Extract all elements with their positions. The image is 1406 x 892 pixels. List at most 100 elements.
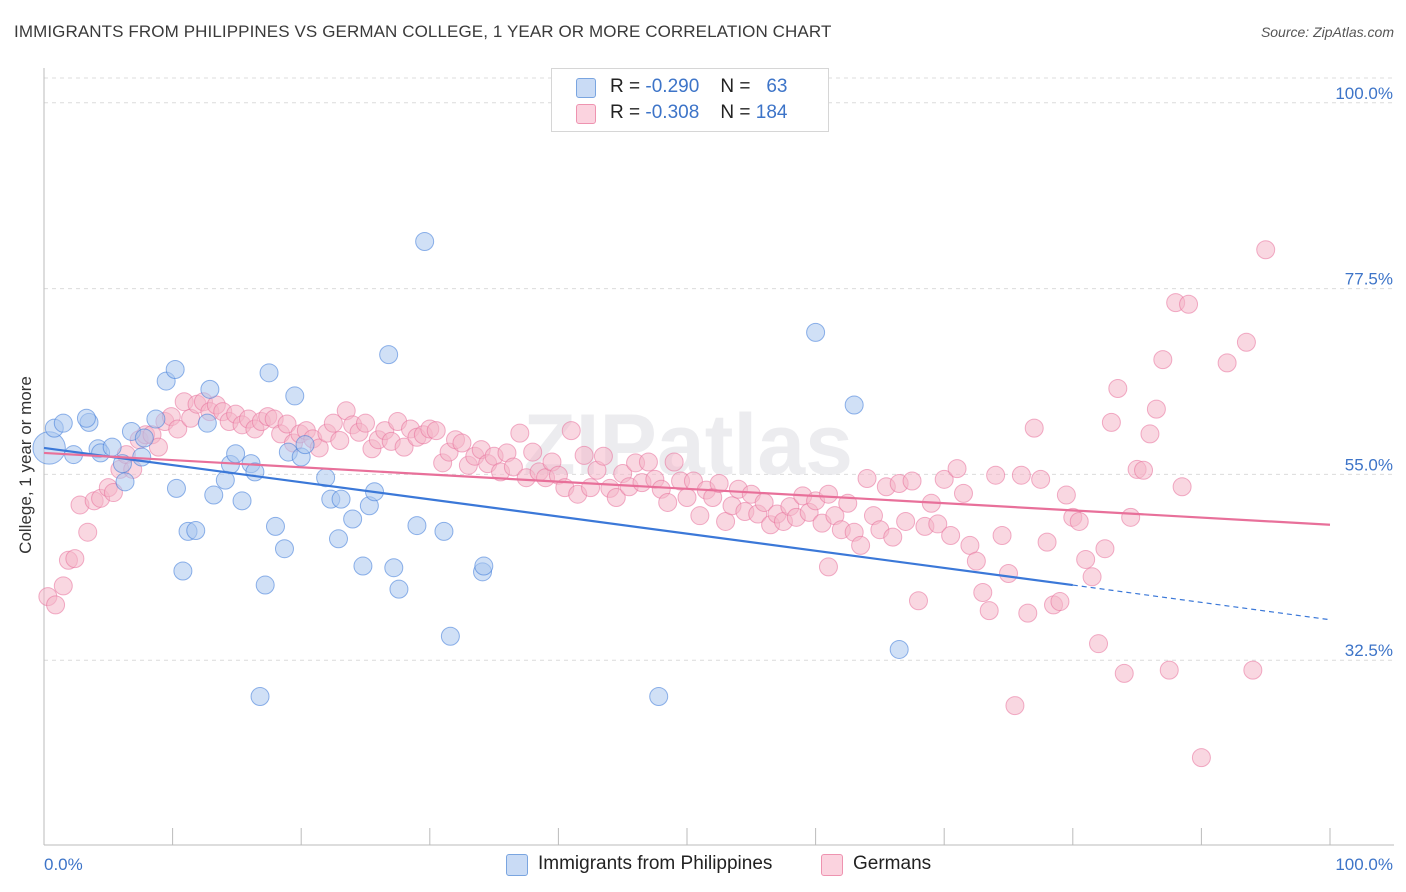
philippines-point-21: [197, 413, 217, 433]
philippines-point-2: [53, 413, 73, 433]
legend-r-label: R =: [610, 76, 641, 97]
y-tick-label-3: 100.0%: [1335, 84, 1393, 103]
philippines-point-31: [255, 575, 275, 595]
germans-point-45: [330, 431, 350, 451]
philippines-point-41: [331, 489, 351, 509]
philippines-point-48: [384, 558, 404, 578]
germans-point-141: [947, 459, 967, 479]
germans-point-99: [677, 488, 697, 508]
germans-point-182: [1256, 240, 1276, 260]
legend-r-value: -0.308: [645, 102, 700, 123]
philippines-point-53: [440, 626, 460, 646]
germans-point-152: [1018, 603, 1038, 623]
philippines-trend-line: [43, 446, 1073, 587]
philippines-point-52: [434, 521, 454, 541]
germans-point-181: [1243, 660, 1263, 680]
germans-point-134: [902, 471, 922, 491]
bottom-legend-label: Immigrants from Philippines: [538, 853, 773, 874]
germans-point-83: [574, 445, 594, 465]
correlation-legend: R = -0.290 N = 63 R = -0.308 N = 184: [551, 68, 829, 132]
x-tick-label-0: 0.0%: [44, 855, 83, 874]
germans-point-174: [1159, 660, 1179, 680]
philippines-point-23: [204, 485, 224, 505]
germans-point-104: [709, 473, 729, 493]
germans-point-44: [323, 413, 343, 433]
germans-point-127: [857, 469, 877, 489]
germans-point-1: [46, 595, 66, 615]
philippines-point-16: [166, 478, 186, 498]
bottom-legend-label: Germans: [853, 853, 932, 874]
philippines-point-20: [186, 521, 206, 541]
philippines-point-38: [295, 435, 315, 455]
germans-point-161: [1076, 549, 1096, 569]
philippines-point-34: [274, 539, 294, 559]
germans-point-73: [510, 423, 530, 443]
germans-point-146: [979, 601, 999, 621]
legend-n-label: N =: [720, 102, 751, 123]
philippines-point-42: [328, 529, 348, 549]
germans-point-183: [818, 557, 838, 577]
germans-point-149: [999, 563, 1018, 583]
philippines-point-43: [343, 509, 363, 529]
germans-point-86: [593, 446, 613, 466]
germans-point-150: [1005, 696, 1025, 716]
germans-point-151: [1011, 465, 1031, 485]
legend-n-value: 63: [766, 76, 788, 97]
philippines-point-47: [379, 345, 399, 365]
legend-r-value: -0.290: [645, 76, 700, 97]
philippines-point-33: [265, 516, 285, 536]
germans-point-180: [1236, 332, 1256, 352]
tick-labels: 32.5% 55.0% 77.5% 100.0% 0.0% 100.0%: [44, 84, 1393, 874]
y-tick-label-2: 77.5%: [1345, 270, 1393, 289]
germans-point-121: [818, 484, 838, 504]
philippines-point-22: [200, 379, 220, 399]
germans-point-2: [53, 576, 73, 596]
philippines-point-57: [806, 322, 826, 342]
germans-point-157: [1050, 592, 1070, 612]
germans-point-147: [986, 465, 1006, 485]
germans-point-168: [1121, 507, 1141, 527]
philippines-point-5: [76, 408, 96, 428]
germans-point-145: [973, 582, 993, 602]
philippines-point-27: [232, 491, 252, 511]
germans-point-64: [452, 433, 472, 453]
germans-point-131: [883, 527, 903, 547]
philippines-point-13: [134, 428, 154, 448]
germans-point-84: [581, 478, 601, 498]
philippines-point-58: [844, 395, 864, 415]
germans-point-55: [394, 437, 414, 457]
germans-point-153: [1024, 418, 1044, 438]
germans-point-165: [1101, 412, 1121, 432]
chart-title: IMMIGRANTS FROM PHILIPPINES VS GERMAN CO…: [14, 22, 832, 41]
y-tick-label-0: 32.5%: [1345, 641, 1393, 660]
philippines-point-56: [649, 687, 669, 707]
philippines-point-51: [415, 232, 435, 252]
philippines-point-17: [165, 360, 185, 380]
germans-point-178: [1191, 748, 1211, 768]
germans-point-179: [1217, 353, 1237, 373]
germans-point-176: [1172, 477, 1192, 497]
germans-point-75: [523, 442, 543, 462]
philippines-point-18: [173, 561, 193, 581]
germans-point-142: [953, 483, 973, 503]
germans-point-171: [1140, 424, 1160, 444]
germans-point-177: [1179, 294, 1199, 314]
germans-point-139: [934, 469, 954, 489]
philippines-point-59: [889, 639, 909, 659]
germans-point-96: [658, 492, 678, 512]
bottom-legend-swatch-germans: [821, 854, 843, 876]
germans-point-81: [561, 421, 581, 441]
legend-swatch-philippines: [576, 78, 596, 98]
germans-point-164: [1095, 539, 1115, 559]
philippines-point-44: [353, 556, 373, 576]
germans-point-88: [606, 488, 626, 508]
germans-point-166: [1108, 379, 1128, 399]
legend-n-value: 184: [755, 102, 788, 123]
germans-point-158: [1056, 485, 1076, 505]
y-tick-label-1: 55.0%: [1345, 455, 1393, 474]
bottom-legend-swatch-philippines: [506, 854, 528, 876]
legend-n-label: N =: [720, 76, 751, 97]
germans-point-20: [168, 419, 188, 439]
germans-point-4: [65, 549, 85, 569]
